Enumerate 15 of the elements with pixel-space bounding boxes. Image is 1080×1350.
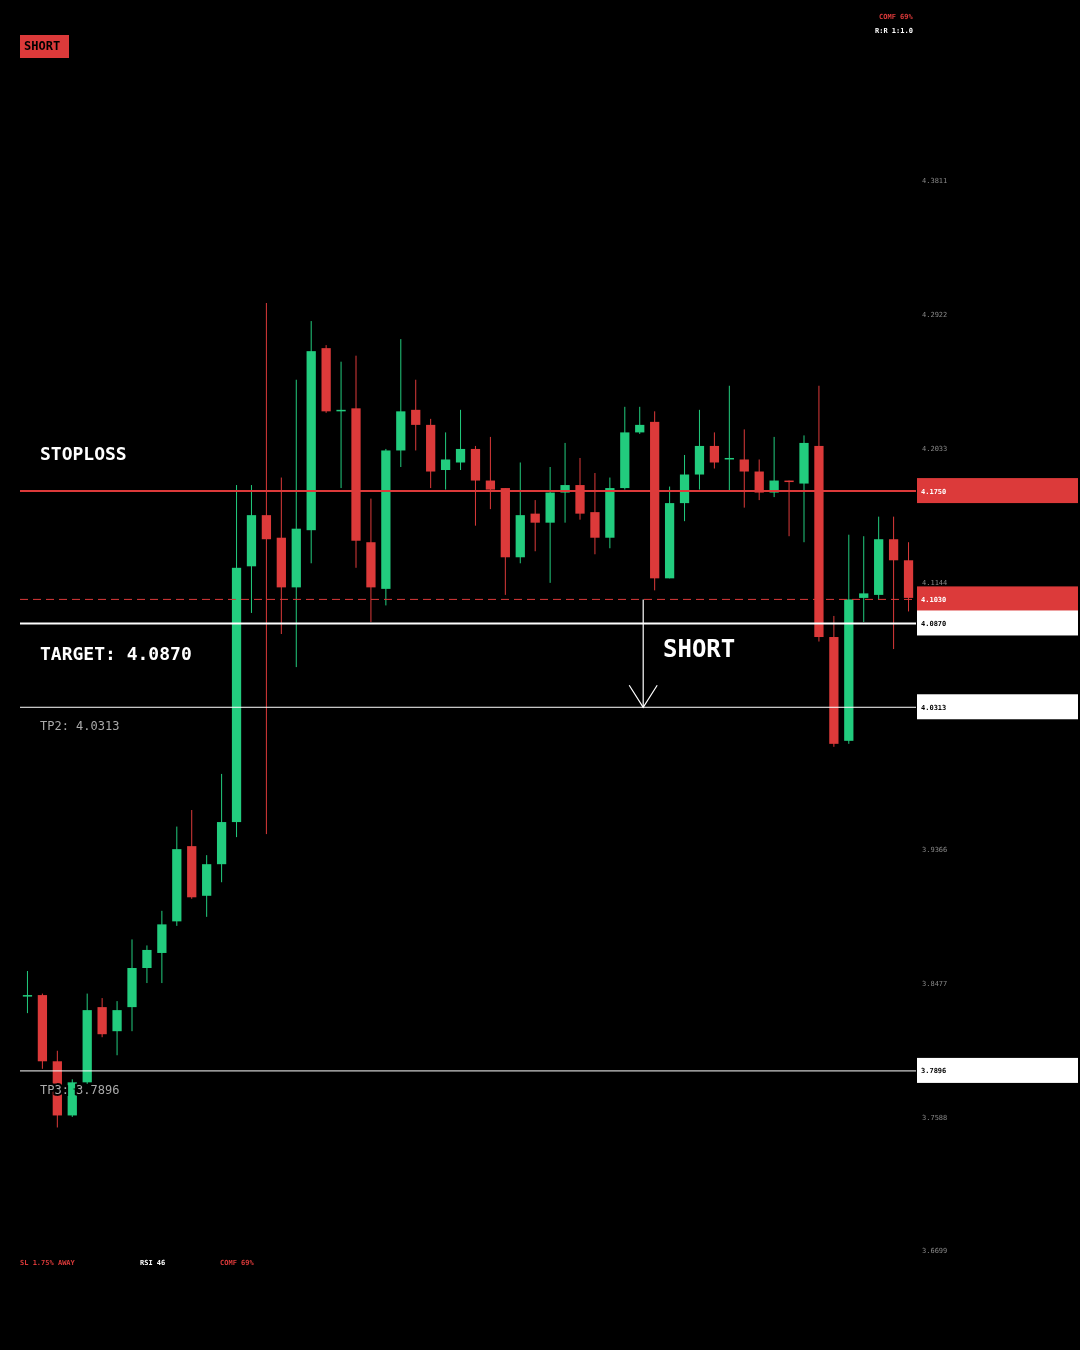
text: SHORT [24, 39, 61, 53]
candlestick [112, 1000, 122, 1056]
candlestick [635, 406, 645, 435]
candlestick [440, 431, 451, 491]
annotation: SHORT [663, 635, 736, 663]
candlestick [709, 431, 720, 470]
candlestick [530, 499, 540, 552]
candlestick [22, 970, 33, 1014]
candlestick [455, 409, 466, 471]
candlestick [142, 944, 152, 984]
candlestick [859, 535, 869, 623]
ref-line-label: TARGET: 4.0870 [40, 643, 192, 665]
ref-line-label: STOPLOSS [40, 443, 127, 465]
candlestick [411, 379, 421, 451]
ref-line-label: TP2: 4.0313 [40, 719, 120, 734]
